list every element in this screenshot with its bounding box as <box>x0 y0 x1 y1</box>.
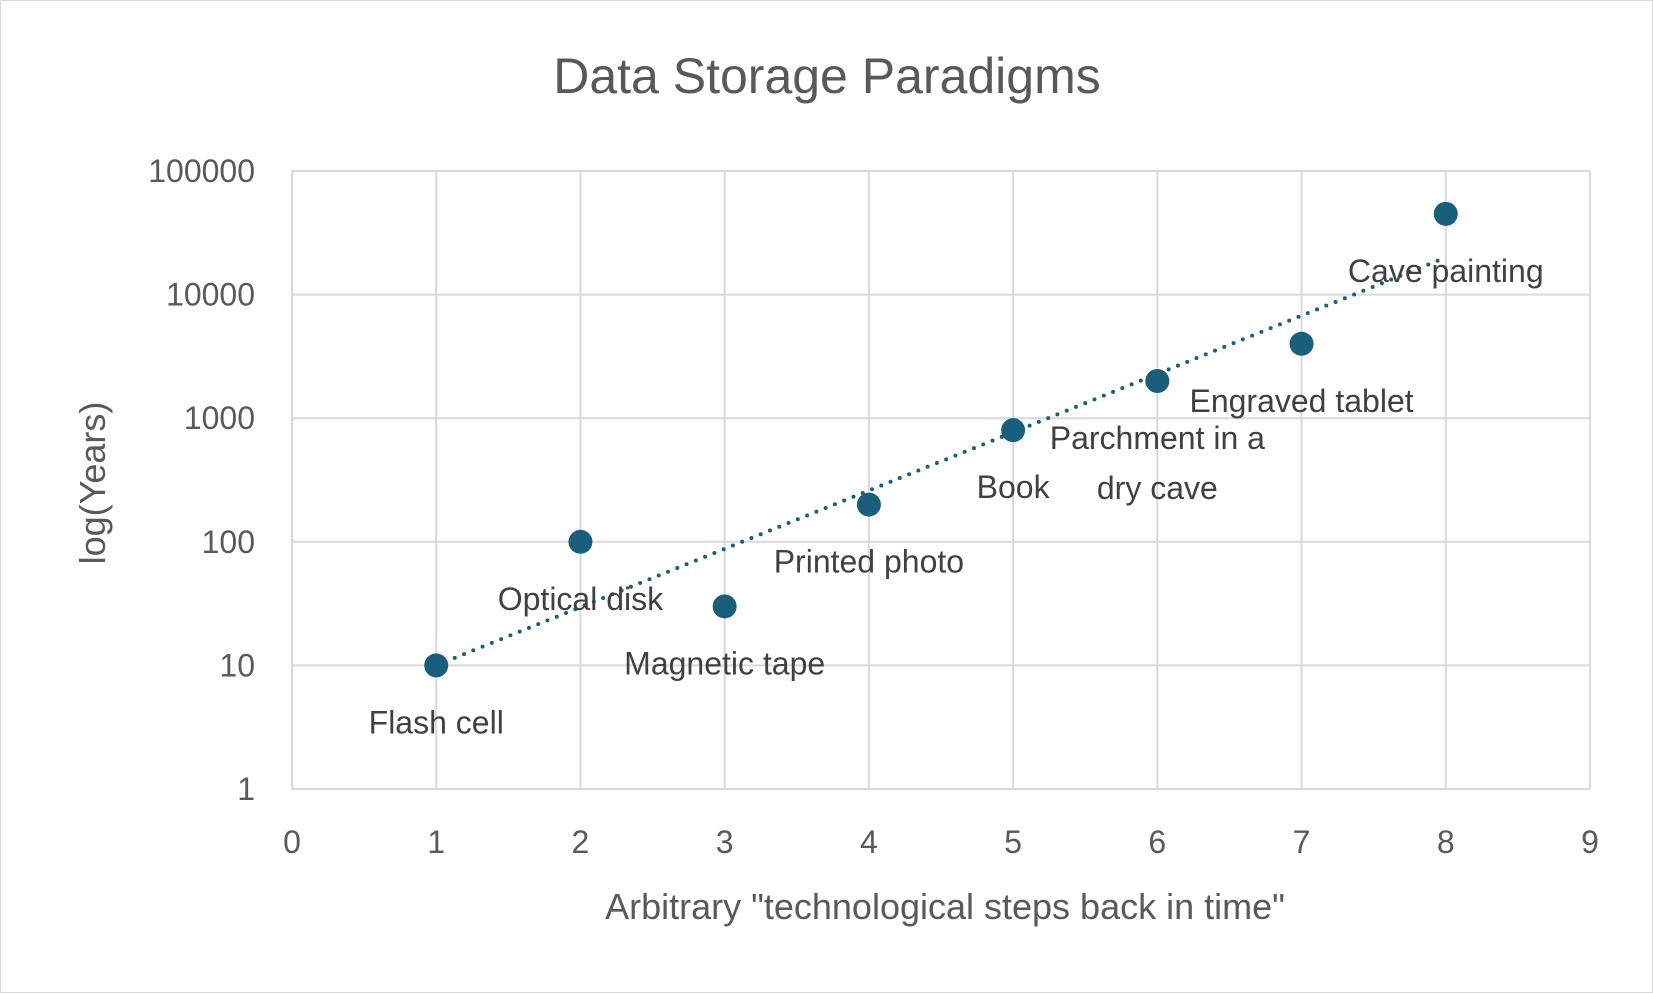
x-tick-label: 8 <box>1437 824 1455 860</box>
data-point <box>856 492 881 517</box>
data-label: Flash cell <box>369 704 504 740</box>
data-point <box>712 594 737 619</box>
y-tick-label: 10000 <box>166 277 255 313</box>
data-point <box>1145 368 1170 393</box>
gridlines <box>291 170 1591 790</box>
y-tick-label: 10 <box>219 647 255 683</box>
x-tick-label: 5 <box>1004 824 1022 860</box>
data-label: dry cave <box>1097 470 1218 506</box>
trendline-layer <box>434 255 1448 668</box>
data-labels: Flash cell Optical disk Magnetic tape Print… <box>369 253 1544 741</box>
data-point <box>568 529 593 554</box>
data-point <box>1289 331 1314 356</box>
x-axis-title: Arbitrary "technological steps back in t… <box>605 886 1285 927</box>
y-tick-label: 1000 <box>184 400 255 436</box>
y-tick-label: 100 <box>202 524 255 560</box>
data-label: Printed photo <box>774 544 964 580</box>
data-points <box>424 201 1458 678</box>
chart-title: Data Storage Paradigms <box>553 48 1101 104</box>
data-point <box>1433 201 1458 226</box>
x-tick-label: 0 <box>283 824 301 860</box>
data-point <box>1001 418 1026 443</box>
x-tick-label: 2 <box>572 824 590 860</box>
y-tick-label: 1 <box>237 771 255 807</box>
x-tick-label: 1 <box>427 824 445 860</box>
data-label: Magnetic tape <box>624 645 825 681</box>
data-label: Engraved tablet <box>1189 383 1413 419</box>
x-tick-label: 4 <box>860 824 878 860</box>
data-label: Book <box>977 469 1051 505</box>
x-tick-label: 3 <box>716 824 734 860</box>
x-tick-label: 9 <box>1581 824 1599 860</box>
trendline <box>434 255 1448 668</box>
y-tick-label: 100000 <box>148 153 255 189</box>
data-label: Cave painting <box>1348 253 1544 289</box>
data-point <box>424 653 449 678</box>
x-tick-label: 6 <box>1148 824 1166 860</box>
data-label: Parchment in a <box>1050 420 1265 456</box>
data-label: Optical disk <box>498 581 664 617</box>
y-axis-title: log(Years) <box>72 402 113 565</box>
x-tick-label: 7 <box>1293 824 1311 860</box>
